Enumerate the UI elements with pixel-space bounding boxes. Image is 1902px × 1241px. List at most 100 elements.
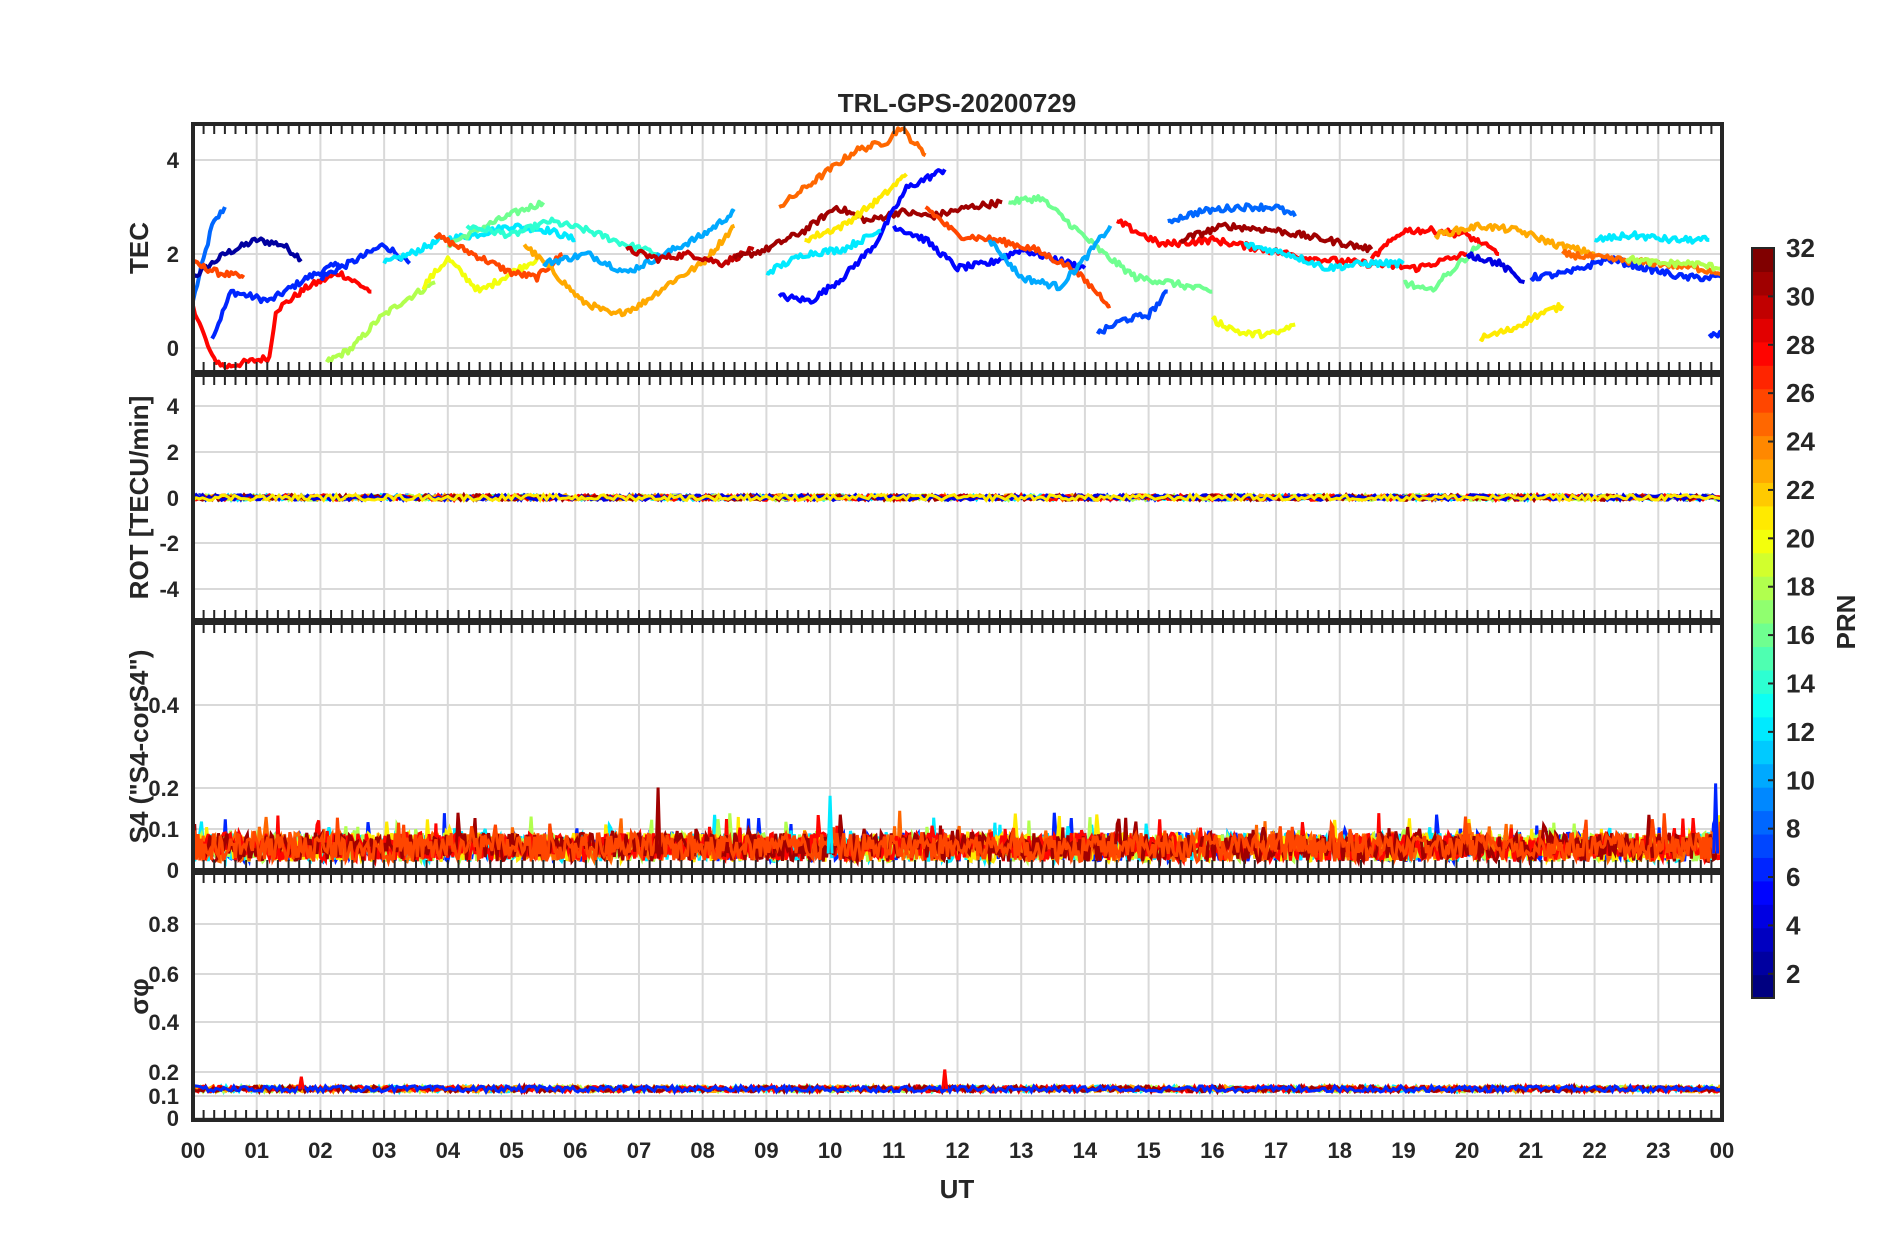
y-tick-label: 0.4: [148, 1010, 179, 1035]
sigma-peak: [941, 1069, 949, 1090]
tec-series-prn-26: [191, 259, 246, 280]
x-tick-label: 21: [1519, 1138, 1543, 1163]
tec-series-prn-16: [446, 199, 546, 249]
colorbar-segment: [1752, 646, 1774, 671]
x-tick-label: 18: [1328, 1138, 1352, 1163]
colorbar-tick-label: 22: [1786, 475, 1815, 505]
tec-series-prn-12: [382, 222, 576, 265]
colorbar-segment: [1752, 529, 1774, 554]
x-tick-label: 20: [1455, 1138, 1479, 1163]
tec-series-prn-31: [732, 198, 1003, 260]
tec-series-prn-21: [804, 172, 908, 244]
panel-tec-ylabel: TEC: [124, 222, 154, 274]
panel-rot-ylabel: ROT [TECU/min]: [124, 396, 154, 600]
tec-series-prn-6: [210, 260, 341, 340]
panel-sigma-frame: [191, 871, 1724, 1122]
tec-series-prn-28: [191, 270, 372, 370]
tec-series-prn-12: [1243, 241, 1405, 272]
y-tick-label: 0.1: [148, 1084, 179, 1109]
colorbar-segment: [1752, 599, 1774, 624]
tec-series-prn-4: [1465, 251, 1526, 285]
colorbar-tick-label: 10: [1786, 765, 1815, 795]
colorbar-segment: [1752, 740, 1774, 765]
tec-series-prn-2: [191, 236, 303, 279]
tec-series-prn-6: [1529, 254, 1724, 283]
x-tick-label: 03: [372, 1138, 396, 1163]
x-tick-label: 14: [1073, 1138, 1098, 1163]
panel-s4: 0 0.1 0.2 0.4S4 ("S4-corS4"): [124, 621, 1724, 883]
colorbar-segment: [1752, 927, 1774, 952]
colorbar-segment: [1752, 458, 1774, 483]
colorbar-segment: [1752, 435, 1774, 460]
sigma-series-prn-6: [192, 1082, 1724, 1096]
tec-series-prn-5: [777, 168, 947, 305]
colorbar-tick-label: 28: [1786, 330, 1815, 360]
panel-sigma: 00.10.2 0.4 0.6 0.8 σφ: [124, 871, 1724, 1131]
colorbar-tick-label: 6: [1786, 862, 1800, 892]
x-tick-label: 00: [1710, 1138, 1734, 1163]
tec-series-prn-26: [433, 232, 564, 283]
colorbar-tick-label: 2: [1786, 959, 1800, 989]
y-tick-label: 0.2: [148, 1060, 179, 1085]
panel-sigma-data: [191, 1069, 1724, 1096]
colorbar-tick-label: 12: [1786, 717, 1815, 747]
colorbar-segment: [1752, 271, 1774, 296]
colorbar-segment: [1752, 248, 1774, 273]
x-tick-label: 08: [690, 1138, 714, 1163]
colorbar-label: PRN: [1831, 595, 1861, 650]
colorbar-tick-label: 4: [1786, 910, 1801, 940]
colorbar-segment: [1752, 669, 1774, 694]
colorbar-segment: [1752, 482, 1774, 507]
colorbar-segment: [1752, 833, 1774, 858]
panel-tec-frame: [191, 122, 1724, 374]
colorbar-segment: [1752, 552, 1774, 577]
y-tick-label: 0.6: [148, 962, 179, 987]
colorbar-segment: [1752, 787, 1774, 812]
colorbar-segment: [1752, 904, 1774, 929]
colorbar-segment: [1752, 716, 1774, 741]
x-tick-label: 07: [627, 1138, 651, 1163]
tec-series-prn-14: [465, 216, 659, 257]
x-tick-label: 10: [818, 1138, 842, 1163]
colorbar-segment: [1752, 763, 1774, 788]
colorbar-tick-label: 20: [1786, 523, 1815, 553]
colorbar-segment: [1752, 857, 1774, 882]
colorbar-frame: [1751, 247, 1775, 999]
y-tick-label: 4: [167, 394, 180, 419]
tec-series-prn-18: [325, 280, 436, 364]
tec-series-prn-30: [625, 245, 755, 269]
colorbar-tick-label: 24: [1786, 427, 1815, 457]
tec-series-prn-23: [522, 223, 736, 318]
panel-s4-frame: [191, 621, 1724, 872]
s4-peak: [1712, 783, 1720, 854]
tec-series-prn-25: [778, 126, 927, 209]
s4-peak: [654, 787, 662, 854]
colorbar-tick-label: 8: [1786, 814, 1800, 844]
x-tick-label: 04: [436, 1138, 461, 1163]
x-tick-label: 01: [244, 1138, 268, 1163]
colorbar-segment: [1752, 388, 1774, 413]
colorbar-tick-label: 32: [1786, 233, 1815, 263]
tec-series-prn-8: [1167, 202, 1297, 225]
y-tick-label: 4: [167, 148, 180, 173]
y-tick-label: 0: [167, 858, 179, 883]
tec-series-prn-12: [1593, 230, 1710, 245]
y-tick-label: 0.4: [148, 693, 179, 718]
tec-series-prn-8: [191, 206, 227, 302]
tec-series-prn-6: [319, 242, 412, 281]
colorbar-segment: [1752, 294, 1774, 319]
y-tick-label: 0: [167, 336, 179, 361]
colorbar-tick-label: 16: [1786, 620, 1815, 650]
tec-series-prn-31: [1179, 221, 1374, 254]
y-tick-label: 2: [167, 440, 179, 465]
y-tick-label: 0.2: [148, 776, 179, 801]
colorbar-segment: [1752, 505, 1774, 530]
tec-series-prn-23: [1433, 221, 1596, 257]
x-tick-label: 06: [563, 1138, 587, 1163]
tec-series-prn-28: [1369, 225, 1500, 260]
x-tick-label: 00: [181, 1138, 205, 1163]
panel-rot-frame: [191, 373, 1724, 622]
